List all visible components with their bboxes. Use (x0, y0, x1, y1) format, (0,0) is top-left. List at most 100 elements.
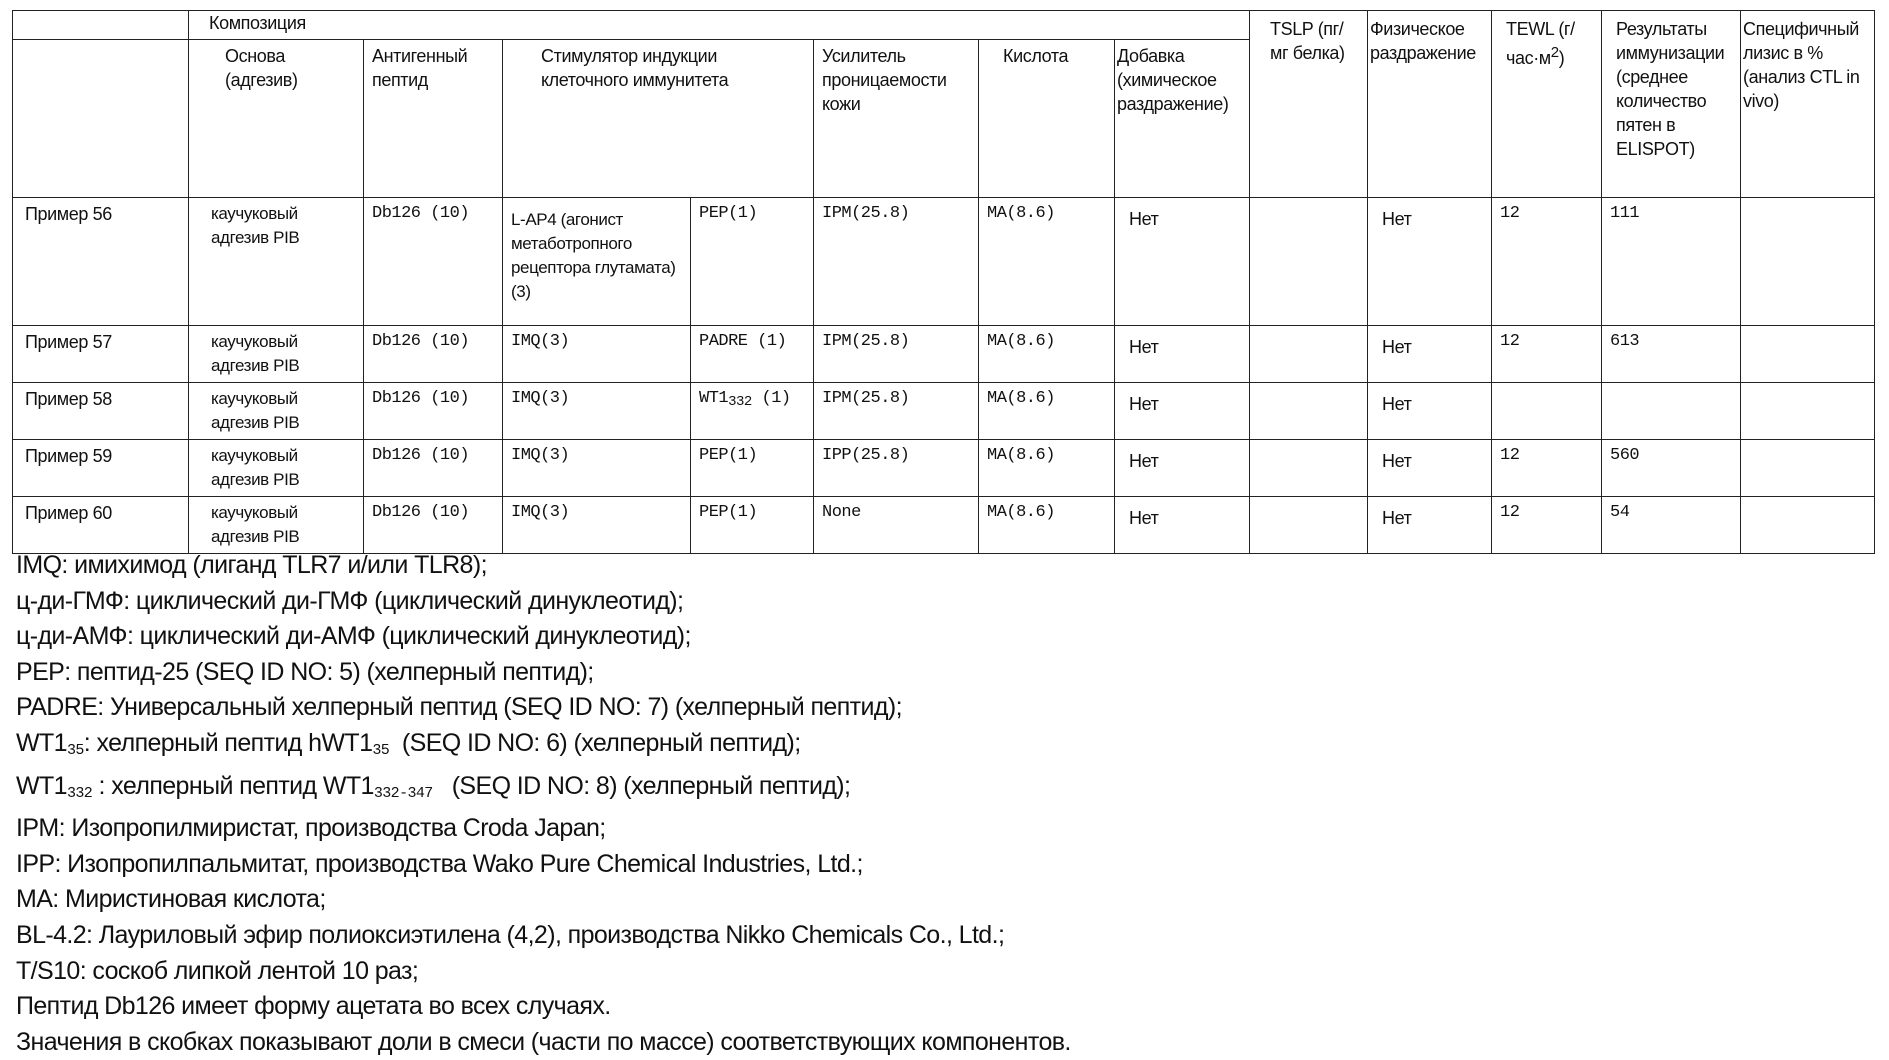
cell-acid: MA(8.6) (979, 383, 1115, 440)
cell-acid: MA(8.6) (979, 326, 1115, 383)
cell-enhancer: None (814, 497, 979, 554)
cell-example: Пример 59 (13, 440, 189, 497)
footnotes: IMQ: имихимод (лиганд TLR7 и/или TLR8);ц… (16, 548, 1071, 1060)
cell-stimulator-2: PEP(1) (691, 198, 814, 326)
cell-tewl (1492, 383, 1602, 440)
header-stimulator: Стимулятор индукции клеточного иммунитет… (503, 40, 814, 198)
cell-physical-irritation: Нет (1368, 198, 1492, 326)
cell-antigen: Db126 (10) (364, 383, 503, 440)
header-tewl: TEWL (г/час·м2) (1492, 11, 1602, 198)
cell-enhancer: IPP(25.8) (814, 440, 979, 497)
cell-additive: Нет (1115, 198, 1250, 326)
footnote-line: PEP: пептид-25 (SEQ ID NO: 5) (хелперный… (16, 655, 1071, 691)
cell-stimulator-1: IMQ(3) (503, 383, 691, 440)
cell-antigen: Db126 (10) (364, 198, 503, 326)
footnote-line: WT135: хелперный пептид hWT135 (SEQ ID N… (16, 726, 1071, 769)
cell-physical-irritation: Нет (1368, 440, 1492, 497)
cell-lysis (1741, 383, 1875, 440)
cell-physical-irritation: Нет (1368, 383, 1492, 440)
cell-additive: Нет (1115, 497, 1250, 554)
cell-stimulator-1: IMQ(3) (503, 497, 691, 554)
header-acid: Кислота (979, 40, 1115, 198)
footnote-line: WT1332 : хелперный пептид WT1332-347 (SE… (16, 769, 1071, 812)
corner-cell (13, 11, 189, 40)
cell-example: Пример 60 (13, 497, 189, 554)
table-row: Пример 56каучуковый адгезив PIBDb126 (10… (13, 198, 1875, 326)
cell-base: каучуковый адгезив PIB (189, 383, 364, 440)
header-base: Основа (адгезив) (189, 40, 364, 198)
cell-additive: Нет (1115, 326, 1250, 383)
cell-lysis (1741, 440, 1875, 497)
cell-example: Пример 57 (13, 326, 189, 383)
cell-stimulator-1: IMQ(3) (503, 326, 691, 383)
footnote-line: MA: Миристиновая кислота; (16, 882, 1071, 918)
corner-cell-2 (13, 40, 189, 198)
group-header-composition: Композиция (189, 11, 1250, 40)
cell-antigen: Db126 (10) (364, 326, 503, 383)
cell-immunization: 613 (1602, 326, 1741, 383)
cell-lysis (1741, 198, 1875, 326)
cell-stimulator-2: WT1332 (1) (691, 383, 814, 440)
results-table: Композиция TSLP (пг/мг белка) Физическое… (12, 10, 1875, 554)
header-tslp: TSLP (пг/мг белка) (1250, 11, 1368, 198)
footnote-line: T/S10: соскоб липкой лентой 10 раз; (16, 954, 1071, 990)
cell-acid: MA(8.6) (979, 497, 1115, 554)
cell-example: Пример 56 (13, 198, 189, 326)
cell-base: каучуковый адгезив PIB (189, 497, 364, 554)
cell-tewl: 12 (1492, 440, 1602, 497)
cell-tewl: 12 (1492, 198, 1602, 326)
cell-tslp (1250, 383, 1368, 440)
cell-immunization (1602, 383, 1741, 440)
cell-example: Пример 58 (13, 383, 189, 440)
table-row: Пример 59каучуковый адгезив PIBDb126 (10… (13, 440, 1875, 497)
footnote-line: Пептид Db126 имеет форму ацетата во всех… (16, 989, 1071, 1025)
cell-tslp (1250, 497, 1368, 554)
cell-physical-irritation: Нет (1368, 326, 1492, 383)
cell-immunization: 560 (1602, 440, 1741, 497)
footnote-line: IPM: Изопропилмиристат, производства Cro… (16, 811, 1071, 847)
cell-stimulator-1: L-AP4 (агонист метаботропного рецептора … (503, 198, 691, 326)
cell-base: каучуковый адгезив PIB (189, 198, 364, 326)
cell-antigen: Db126 (10) (364, 497, 503, 554)
cell-tewl: 12 (1492, 326, 1602, 383)
cell-stimulator-2: PEP(1) (691, 440, 814, 497)
cell-base: каучуковый адгезив PIB (189, 326, 364, 383)
cell-immunization: 54 (1602, 497, 1741, 554)
footnote-line: Значения в скобках показывают доли в сме… (16, 1025, 1071, 1060)
footnote-line: PADRE: Универсальный хелперный пептид (S… (16, 690, 1071, 726)
cell-enhancer: IPM(25.8) (814, 383, 979, 440)
table-row: Пример 57каучуковый адгезив PIBDb126 (10… (13, 326, 1875, 383)
table-row: Пример 58каучуковый адгезив PIBDb126 (10… (13, 383, 1875, 440)
cell-antigen: Db126 (10) (364, 440, 503, 497)
header-immunization: Результаты иммунизации (среднее количест… (1602, 11, 1741, 198)
cell-base: каучуковый адгезив PIB (189, 440, 364, 497)
footnote-line: BL-4.2: Лауриловый эфир полиоксиэтилена … (16, 918, 1071, 954)
cell-lysis (1741, 497, 1875, 554)
cell-acid: MA(8.6) (979, 198, 1115, 326)
cell-physical-irritation: Нет (1368, 497, 1492, 554)
header-antigen: Антигенный пептид (364, 40, 503, 198)
footnote-line: IPP: Изопропилпальмитат, производства Wa… (16, 847, 1071, 883)
cell-tewl: 12 (1492, 497, 1602, 554)
cell-stimulator-1: IMQ(3) (503, 440, 691, 497)
cell-tslp (1250, 326, 1368, 383)
header-lysis: Специфичный лизис в % (анализ CTL in viv… (1741, 11, 1875, 198)
footnote-line: IMQ: имихимод (лиганд TLR7 и/или TLR8); (16, 548, 1071, 584)
cell-lysis (1741, 326, 1875, 383)
cell-tslp (1250, 198, 1368, 326)
footnote-line: ц-ди-АМФ: циклический ди-АМФ (циклически… (16, 619, 1071, 655)
cell-immunization: 111 (1602, 198, 1741, 326)
cell-enhancer: IPM(25.8) (814, 326, 979, 383)
header-additive: Добавка (химическое раздражение) (1115, 40, 1250, 198)
cell-stimulator-2: PEP(1) (691, 497, 814, 554)
cell-stimulator-2: PADRE (1) (691, 326, 814, 383)
cell-additive: Нет (1115, 383, 1250, 440)
cell-acid: MA(8.6) (979, 440, 1115, 497)
table-row: Пример 60каучуковый адгезив PIBDb126 (10… (13, 497, 1875, 554)
cell-tslp (1250, 440, 1368, 497)
cell-additive: Нет (1115, 440, 1250, 497)
footnote-line: ц-ди-ГМФ: циклический ди-ГМФ (циклически… (16, 584, 1071, 620)
header-enhancer: Усилитель проницаемости кожи (814, 40, 979, 198)
header-physical-irritation: Физическое раздражение (1368, 11, 1492, 198)
cell-enhancer: IPM(25.8) (814, 198, 979, 326)
